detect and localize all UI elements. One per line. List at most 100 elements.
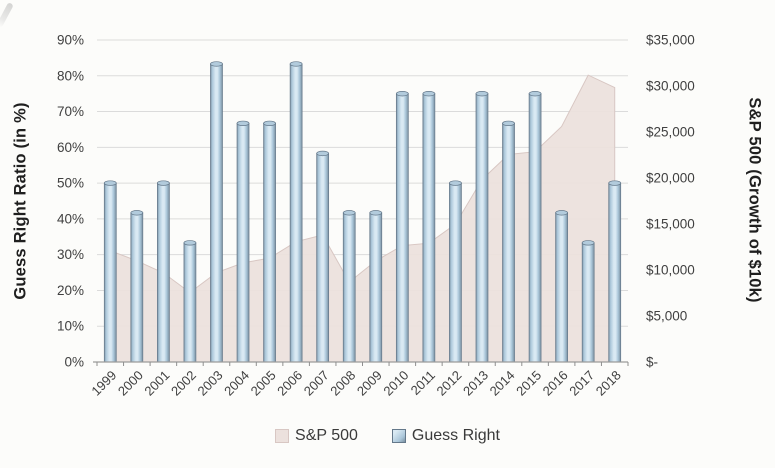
bar-cap bbox=[369, 210, 383, 216]
guess-right-bar bbox=[369, 210, 383, 363]
bar-cap bbox=[502, 120, 515, 127]
x-axis-year-label: 2016 bbox=[540, 368, 571, 399]
left-axis-tick-label: 80% bbox=[57, 68, 84, 83]
bar-body bbox=[316, 153, 330, 363]
x-axis-year-label: 2013 bbox=[460, 368, 491, 399]
x-axis-year-label: 2002 bbox=[168, 368, 199, 399]
bar-body bbox=[342, 212, 356, 363]
guess-right-bar bbox=[210, 61, 223, 363]
bar-cap bbox=[157, 180, 170, 186]
x-axis-year-label: 2003 bbox=[195, 368, 226, 399]
sp500-legend-label: S&P 500 bbox=[295, 427, 358, 444]
x-axis-year-label: 2014 bbox=[487, 368, 518, 399]
bar-body bbox=[236, 123, 250, 363]
bar-body bbox=[528, 93, 542, 363]
guess-right-bar bbox=[183, 240, 197, 363]
x-axis-year-label: 2012 bbox=[433, 368, 464, 399]
legend-item-guess-right: Guess Right bbox=[391, 427, 500, 445]
guess-right-bar bbox=[157, 180, 170, 363]
left-axis-tick-label: 10% bbox=[57, 319, 84, 334]
right-axis-tick-label: $10,000 bbox=[646, 263, 695, 278]
guess-right-bar bbox=[528, 91, 542, 363]
left-axis-tick-label: 70% bbox=[57, 104, 84, 119]
x-axis-year-label: 2001 bbox=[141, 368, 172, 399]
x-axis-year-label: 2015 bbox=[513, 368, 544, 399]
guess-right-bar bbox=[502, 120, 515, 363]
x-axis-year-label: 2011 bbox=[408, 368, 438, 398]
x-axis-year-label: 2000 bbox=[115, 368, 146, 399]
guess-right-bar bbox=[608, 180, 622, 363]
left-axis-tick-label: 50% bbox=[57, 176, 84, 191]
right-axis-tick-label: $5,000 bbox=[646, 309, 687, 324]
guess-right-bar bbox=[103, 180, 117, 363]
bar-body bbox=[369, 212, 383, 363]
guess-right-bar bbox=[555, 210, 568, 363]
bar-body bbox=[210, 63, 223, 363]
guess-right-bar bbox=[263, 120, 276, 363]
bar-cap bbox=[183, 240, 197, 246]
x-axis-year-label: 1999 bbox=[88, 368, 119, 399]
x-axis-year-label: 2018 bbox=[593, 368, 624, 399]
guess-right-column-swatch-icon bbox=[391, 429, 406, 443]
sp500-area-swatch-icon bbox=[275, 429, 290, 443]
bar-cap bbox=[210, 61, 223, 67]
x-axis-year-label: 2009 bbox=[354, 368, 385, 399]
bar-body bbox=[183, 242, 197, 363]
guess-right-bar bbox=[316, 150, 330, 363]
guess-right-bar bbox=[475, 91, 489, 363]
left-axis-tick-label: 90% bbox=[57, 33, 84, 48]
guess-right-bar bbox=[422, 91, 436, 363]
bar-body bbox=[263, 123, 276, 363]
bar-body bbox=[395, 93, 409, 363]
bar-body bbox=[157, 182, 170, 363]
bar-cap bbox=[608, 180, 622, 186]
guess-right-bar bbox=[289, 61, 303, 363]
right-axis-title: S&P 500 (Growth of $10k) bbox=[745, 97, 764, 303]
bar-cap bbox=[395, 91, 409, 97]
right-axis-tick-label: $35,000 bbox=[646, 33, 695, 48]
bar-cap bbox=[528, 91, 542, 97]
bar-cap bbox=[103, 180, 117, 186]
x-axis-year-label: 2007 bbox=[301, 368, 332, 399]
x-axis-year-label: 2008 bbox=[327, 368, 358, 399]
bar-cap bbox=[316, 150, 330, 157]
guess-right-bar bbox=[449, 180, 462, 363]
guess-right-legend-label: Guess Right bbox=[411, 427, 500, 444]
guess-right-bar bbox=[395, 91, 409, 363]
right-axis-tick-label: $- bbox=[646, 355, 658, 370]
right-axis-tick-label: $20,000 bbox=[646, 171, 695, 186]
guess-right-bar bbox=[130, 210, 144, 363]
bar-cap bbox=[449, 180, 462, 186]
bar-body bbox=[555, 212, 568, 363]
bar-cap bbox=[130, 210, 144, 216]
left-axis-tick-label: 40% bbox=[57, 211, 84, 226]
guess-right-bar bbox=[236, 120, 250, 363]
bar-body bbox=[289, 63, 303, 363]
bar-body bbox=[449, 182, 462, 363]
bar-cap bbox=[342, 210, 356, 216]
bar-cap bbox=[263, 120, 276, 127]
guess-right-bar bbox=[581, 240, 595, 363]
bar-body bbox=[475, 93, 489, 363]
bar-body bbox=[502, 123, 515, 363]
x-axis-year-label: 2006 bbox=[274, 368, 305, 399]
x-axis-year-label: 2004 bbox=[221, 368, 252, 399]
bar-cap bbox=[475, 91, 489, 97]
bar-cap bbox=[289, 61, 303, 67]
bar-cap bbox=[422, 91, 436, 97]
left-axis-title: Guess Right Ratio (in %) bbox=[11, 102, 30, 300]
x-axis-year-label: 2017 bbox=[566, 368, 597, 399]
bar-body bbox=[130, 212, 144, 363]
legend-item-sp500: S&P 500 bbox=[275, 427, 358, 445]
right-axis-tick-label: $15,000 bbox=[646, 217, 695, 232]
bar-body bbox=[422, 93, 436, 363]
right-axis-tick-label: $25,000 bbox=[646, 125, 695, 140]
right-axis-tick-label: $30,000 bbox=[646, 79, 695, 94]
left-axis-tick-label: 20% bbox=[57, 283, 84, 298]
x-axis-year-label: 2005 bbox=[248, 368, 279, 399]
bar-cap bbox=[581, 240, 595, 246]
left-axis-tick-label: 60% bbox=[57, 140, 84, 155]
x-axis-year-label: 2010 bbox=[380, 368, 411, 399]
